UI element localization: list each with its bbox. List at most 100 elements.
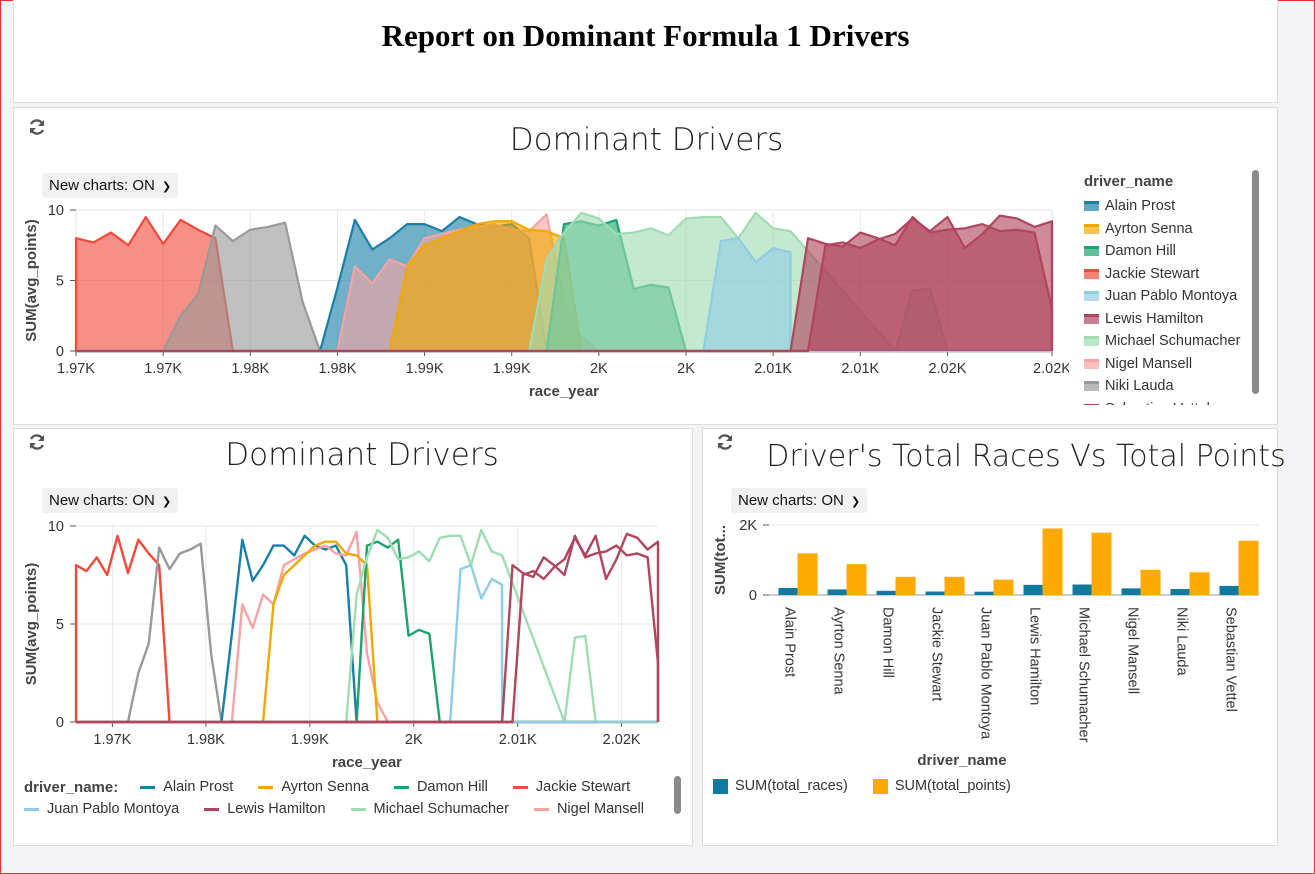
legend-swatch — [1084, 246, 1099, 257]
legend-item-ayrton-senna: Ayrton Senna — [258, 779, 369, 795]
area-legend: driver_name Alain Prost Ayrton Senna Damon… — [1084, 173, 1254, 405]
legend-item-alain-prost: Alain Prost — [140, 779, 233, 795]
x-tick-label: Ayrton Senna — [831, 607, 847, 696]
legend-scrollbar[interactable] — [674, 776, 681, 814]
area-line-niki-lauda — [76, 221, 1052, 353]
new-charts-toggle[interactable]: New charts: ON ❯ — [42, 488, 179, 513]
bar-chart: 0 2K Alain Prost Ayrton Senna Damon Hill Jack… — [712, 518, 1259, 769]
x-tick-label: 1.98K — [187, 732, 225, 748]
refresh-icon[interactable] — [27, 432, 47, 452]
refresh-icon[interactable] — [27, 117, 47, 137]
bar-sum-total-races-alain-prost — [778, 588, 798, 595]
x-tick-label: 1.98K — [318, 361, 356, 377]
chevron-down-icon: ❯ — [851, 496, 861, 508]
x-tick-label: 2K — [590, 361, 608, 377]
area-lewis-hamilton — [808, 215, 1052, 351]
y-axis-label: SUM(tot... — [712, 525, 729, 595]
area-juan-pablo-montoya — [703, 238, 791, 351]
legend-item-lewis-hamilton: Lewis Hamilton — [1084, 308, 1254, 331]
line-legend: driver_name: Alain Prost Ayrton Senna Damo… — [24, 776, 674, 820]
legend-scrollbar[interactable] — [1252, 170, 1259, 394]
legend-label: Alain Prost — [1105, 198, 1176, 215]
x-tick-label: 1.99K — [291, 732, 329, 748]
bar-sum-total-points-sebastian-vettel — [1238, 540, 1259, 595]
legend-label: Michael Schumacher — [1105, 333, 1241, 350]
x-axis-label: driver_name — [917, 752, 1006, 769]
x-tick-label: 2.01K — [754, 361, 792, 377]
bar-sum-total-races-ayrton-senna — [827, 589, 847, 595]
x-axis-label: race_year — [332, 754, 402, 771]
legend-swatch — [1084, 313, 1099, 324]
bar-sum-total-races-juan-pablo-montoya — [974, 591, 994, 595]
legend-label: Juan Pablo Montoya — [47, 801, 180, 817]
bar-sum-total-points-lewis-hamilton — [1042, 528, 1063, 595]
x-tick-label: 1.97K — [144, 361, 182, 377]
area-niki-lauda — [163, 222, 320, 351]
legend-label: Ayrton Senna — [1105, 220, 1193, 237]
bar-sum-total-races-jackie-stewart — [925, 591, 945, 595]
x-tick-label: Lewis Hamilton — [1027, 607, 1043, 705]
bar-sum-total-points-michael-schumacher — [1091, 532, 1112, 595]
new-charts-toggle[interactable]: New charts: ON ❯ — [42, 173, 179, 198]
x-tick-label: Nigel Mansell — [1125, 607, 1141, 694]
y-tick-label: 10 — [48, 203, 64, 219]
legend-title: driver_name: — [24, 778, 119, 796]
legend-line — [24, 807, 39, 811]
x-tick-label: 2.01K — [841, 361, 879, 377]
legend-title: driver_name — [1084, 173, 1174, 190]
line-chart-title: Dominant Drivers — [225, 437, 499, 473]
legend-item-juan-pablo-montoya: Juan Pablo Montoya — [24, 801, 179, 817]
legend-line — [350, 807, 366, 811]
bar-sum-total-races-damon-hill — [876, 590, 896, 595]
legend-label: Juan Pablo Montoya — [1105, 288, 1238, 305]
line-michael-schumacher — [76, 528, 658, 724]
line-damon-hill — [76, 538, 658, 724]
bar-sum-total-points-damon-hill — [895, 576, 916, 595]
x-tick-label: 1.98K — [231, 361, 269, 377]
x-tick-label: 1.99K — [493, 361, 531, 377]
legend-swatch — [1084, 268, 1099, 279]
bar-sum-total-points-niki-lauda — [1189, 572, 1210, 595]
legend-label: Alain Prost — [163, 779, 234, 795]
legend-item-sum-total-points: SUM(total_points) — [872, 778, 1011, 794]
x-tick-label: Niki Lauda — [1174, 607, 1190, 676]
legend-label: Nigel Mansell — [556, 801, 644, 817]
new-charts-label: New charts: ON — [49, 177, 155, 194]
legend-label: Sebastian Vettel — [1105, 401, 1210, 405]
x-tick-label: 1.99K — [406, 361, 444, 377]
line-jackie-stewart — [74, 534, 658, 724]
legend-item-michael-schumacher: Michael Schumacher — [1084, 330, 1254, 353]
refresh-icon[interactable] — [715, 432, 735, 452]
legend-swatch — [1084, 223, 1099, 234]
legend-item-niki-lauda: Niki Lauda — [1084, 375, 1254, 398]
legend-item-ayrton-senna: Ayrton Senna — [1084, 218, 1254, 241]
x-tick-label: 2.01K — [499, 732, 537, 748]
new-charts-label: New charts: ON — [738, 492, 844, 509]
chevron-down-icon: ❯ — [162, 181, 172, 193]
area-ayrton-senna — [389, 221, 582, 351]
legend-swatch — [713, 778, 728, 794]
bar-sum-total-races-lewis-hamilton — [1023, 584, 1043, 595]
area-line-juan-pablo-montoya — [76, 237, 1052, 353]
legend-item-sum-total-races: SUM(total_races) — [713, 778, 848, 794]
bar-chart-title: Driver's Total Races Vs Total Points — [766, 439, 1286, 474]
bar-legend: SUM(total_races) SUM(total_points) — [713, 778, 1036, 794]
bar-sum-total-points-alain-prost — [797, 553, 818, 595]
new-charts-toggle[interactable]: New charts: ON ❯ — [731, 488, 868, 513]
legend-label: Michael Schumacher — [373, 801, 509, 817]
bar-sum-total-races-michael-schumacher — [1072, 584, 1092, 595]
x-tick-label: 2.02K — [603, 732, 641, 748]
x-tick-label: 1.97K — [57, 361, 95, 377]
line-chart: 0 5 10 1.97K 1.98K 1.99K 2K 2.01K 2.02K race_year… — [23, 519, 660, 771]
legend-item-nigel-mansell: Nigel Mansell — [1084, 353, 1254, 376]
x-tick-label: Juan Pablo Montoya — [978, 607, 994, 740]
legend-label: Nigel Mansell — [1105, 355, 1193, 372]
x-tick-label: Michael Schumacher — [1076, 607, 1092, 743]
line-niki-lauda — [76, 542, 658, 724]
legend-label: SUM(total_points) — [894, 778, 1011, 794]
bar-sum-total-points-juan-pablo-montoya — [993, 579, 1014, 595]
x-axis-label: race_year — [529, 383, 599, 400]
y-axis-label: SUM(avg_points) — [23, 219, 40, 342]
y-tick-label: 10 — [48, 519, 64, 535]
bar-sum-total-races-sebastian-vettel — [1219, 585, 1239, 595]
